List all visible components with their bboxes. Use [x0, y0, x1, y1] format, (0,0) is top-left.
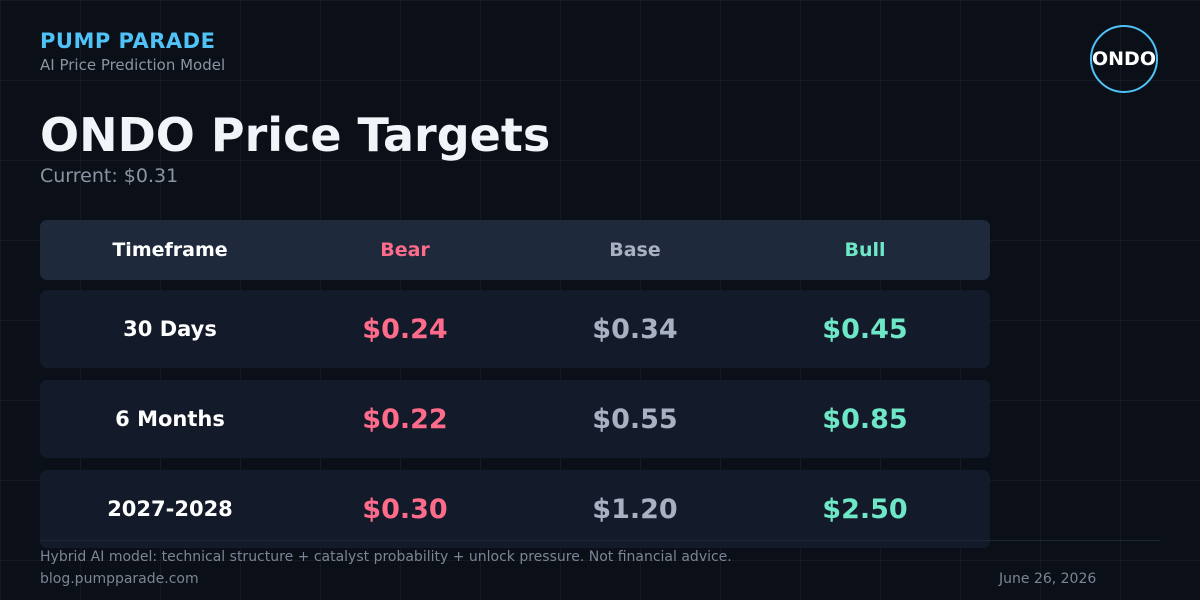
timeframe-cell: 2027-2028 — [107, 497, 233, 521]
table-row: 6 Months $0.22 $0.55 $0.85 — [40, 380, 990, 458]
header-bear: Bear — [380, 239, 430, 261]
timeframe-cell: 6 Months — [115, 407, 225, 431]
current-price: Current: $0.31 — [40, 165, 179, 187]
ondo-logo-badge: ONDO — [1090, 25, 1158, 93]
bull-target-cell: $0.85 — [822, 403, 908, 435]
bull-target-cell: $0.45 — [822, 313, 908, 345]
bear-target-cell: $0.22 — [362, 403, 448, 435]
brand-subtitle: AI Price Prediction Model — [40, 56, 226, 74]
timeframe-cell: 30 Days — [123, 317, 217, 341]
footer-date: June 26, 2026 — [999, 571, 1097, 587]
table-row: 2027-2028 $0.30 $1.20 $2.50 — [40, 470, 990, 548]
header-base: Base — [609, 239, 661, 261]
footer-disclaimer: Hybrid AI model: technical structure + c… — [40, 549, 732, 565]
table-header-row: Timeframe Bear Base Bull — [40, 220, 990, 280]
header-timeframe: Timeframe — [112, 239, 228, 261]
brand-name: PUMP PARADE — [40, 29, 216, 53]
base-target-cell: $0.55 — [592, 403, 678, 435]
base-target-cell: $1.20 — [592, 493, 678, 525]
footer-site-link[interactable]: blog.pumpparade.com — [40, 571, 199, 587]
bear-target-cell: $0.24 — [362, 313, 448, 345]
bull-target-cell: $2.50 — [822, 493, 908, 525]
table-row: 30 Days $0.24 $0.34 $0.45 — [40, 290, 990, 368]
base-target-cell: $0.34 — [592, 313, 678, 345]
bear-target-cell: $0.30 — [362, 493, 448, 525]
header-bull: Bull — [844, 239, 886, 261]
page-title: ONDO Price Targets — [40, 108, 551, 162]
footer-divider — [40, 540, 1160, 541]
